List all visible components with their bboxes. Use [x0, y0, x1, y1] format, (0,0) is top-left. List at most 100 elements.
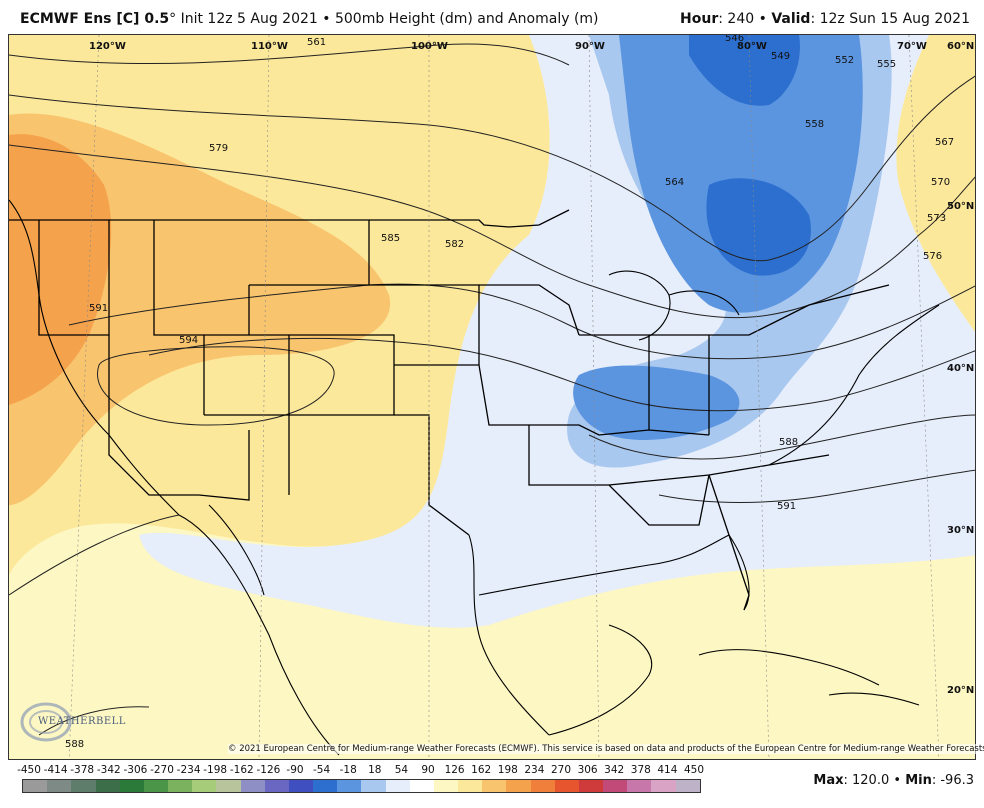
colorbar-tick-labels: -450 -414 -378 -342 -306 -270 -234 -198 -162 -126…: [0, 764, 984, 778]
colorbar-swatch: [506, 780, 531, 792]
colorbar-swatch: [530, 780, 555, 792]
colorbar-swatch: [603, 780, 628, 792]
contour-label: 582: [445, 239, 464, 250]
graticule: [68, 35, 940, 759]
contour-label: 588: [779, 437, 798, 448]
colorbar-swatch: [651, 780, 676, 792]
degree-symbol: °: [169, 11, 177, 27]
colorbar-tick-label: -342: [96, 764, 121, 776]
title-bullet: •: [322, 11, 331, 27]
colorbar-tick-label: 450: [683, 764, 705, 776]
colorbar-tick-label: -414: [43, 764, 68, 776]
colorbar-swatch: [578, 780, 604, 792]
colorbar-swatch: [409, 780, 434, 792]
model-name: ECMWF Ens [C] 0.5: [20, 11, 170, 27]
copyright-notice: © 2021 European Centre for Medium-range …: [228, 744, 984, 754]
product-name: 500mb Height (dm) and Anomaly (m): [334, 11, 599, 27]
contour-label: 573: [927, 213, 946, 224]
colorbar-tick-label: 54: [394, 764, 409, 776]
colorbar-tick-label: 270: [550, 764, 572, 776]
colorbar-tick-label: 378: [630, 764, 651, 776]
colorbar-tick-label: 234: [524, 764, 545, 776]
colorbar-swatch: [627, 780, 652, 792]
colorbar-swatch: [143, 780, 169, 792]
colorbar-tick-label: -270: [150, 764, 174, 776]
colorbar-swatch: [433, 780, 459, 792]
colorbar-tick-label: 342: [604, 764, 625, 776]
map-canvas: 120°W 110°W 100°W 90°W 80°W 70°W 60°N 50…: [9, 35, 975, 759]
contour-label: 552: [835, 55, 854, 66]
colorbar-swatch: [288, 780, 314, 792]
contour-label: 570: [931, 177, 950, 188]
contour-label: 591: [89, 303, 108, 314]
colorbar-swatch: [168, 780, 193, 792]
lat-label-50n: 50°N: [947, 201, 974, 212]
colorbar-tick-label: 90: [421, 764, 435, 776]
contour-label: 561: [307, 37, 326, 48]
max-label: Max: [813, 773, 844, 788]
colorbar-tick-label: -450: [17, 764, 41, 776]
header-bar: ECMWF Ens [C] 0.5° Init 12z 5 Aug 2021 •…: [0, 0, 984, 34]
colorbar-swatch: [119, 780, 144, 792]
colorbar-tick-label: -162: [229, 764, 254, 776]
weather-map[interactable]: 120°W 110°W 100°W 90°W 80°W 70°W 60°N 50…: [8, 34, 976, 760]
contour-label: 567: [935, 137, 954, 148]
lat-label-40n: 40°N: [947, 363, 974, 374]
colorbar-tick-label: -306: [123, 764, 148, 776]
hour-value: : 240: [718, 11, 755, 27]
contour-label: 564: [665, 177, 684, 188]
colorbar-tick-label: -234: [176, 764, 201, 776]
colorbar-tick-label: 18: [368, 764, 382, 776]
init-time: Init 12z 5 Aug 2021: [180, 11, 318, 27]
political-borders: [9, 209, 890, 611]
lat-label-60n: 60°N: [947, 41, 974, 52]
colorbar-swatch: [361, 780, 386, 792]
colorbar-swatch: [23, 780, 48, 792]
min-label: Min: [905, 773, 932, 788]
colorbar-swatch: [216, 780, 241, 792]
colorbar-tick-label: -90: [286, 764, 304, 776]
lon-label-120w: 120°W: [89, 41, 126, 52]
colorbar-tick-label: -18: [339, 764, 357, 776]
colorbar-swatch: [240, 780, 265, 792]
colorbar-swatch: [458, 780, 483, 792]
colorbar-tick-label: -126: [256, 764, 281, 776]
weatherbell-logo: [20, 702, 72, 742]
colorbar-tick-label: 306: [577, 764, 598, 776]
colorbar-swatch: [337, 780, 362, 792]
max-min-stats: Max: 120.0 • Min: -96.3: [813, 773, 974, 788]
colorbar-tick-label: -378: [70, 764, 95, 776]
valid-value: : 12z Sun 15 Aug 2021: [810, 11, 970, 27]
valid-bullet: •: [758, 11, 767, 27]
colorbar-swatch: [313, 780, 338, 792]
contour-label: 555: [877, 59, 896, 70]
lat-label-30n: 30°N: [947, 525, 974, 536]
colorbar-swatch: [47, 780, 72, 792]
positive-anomaly-northwest: [9, 134, 112, 405]
min-value: : -96.3: [931, 773, 974, 788]
colorbar-tick-label: 126: [444, 764, 465, 776]
contour-label: 591: [777, 501, 796, 512]
coastlines: [9, 199, 940, 756]
contour-label: 546: [725, 35, 744, 44]
max-value: : 120.0: [843, 773, 890, 788]
stats-bullet: •: [893, 773, 902, 788]
colorbar-swatch: [675, 780, 700, 792]
lon-label-100w: 100°W: [411, 41, 448, 52]
contour-label: 576: [923, 251, 942, 262]
contour-label: 549: [771, 51, 790, 62]
positive-anomaly-northeast: [896, 35, 975, 333]
contour-label: 588: [65, 739, 84, 750]
colorbar-tick-label: -198: [203, 764, 228, 776]
colorbar-tick-label: 162: [471, 764, 492, 776]
colorbar-swatch: [95, 780, 120, 792]
lon-label-90w: 90°W: [575, 41, 605, 52]
colorbar-swatch: [482, 780, 507, 792]
colorbar-swatch: [71, 780, 96, 792]
colorbar-tick-label: 198: [497, 764, 518, 776]
map-title: ECMWF Ens [C] 0.5° Init 12z 5 Aug 2021 •…: [20, 11, 599, 27]
valid-label: Valid: [771, 11, 811, 27]
colorbar-tick-label: 414: [657, 764, 678, 776]
hour-label: Hour: [680, 11, 719, 27]
anomaly-colorbar: [22, 779, 701, 793]
